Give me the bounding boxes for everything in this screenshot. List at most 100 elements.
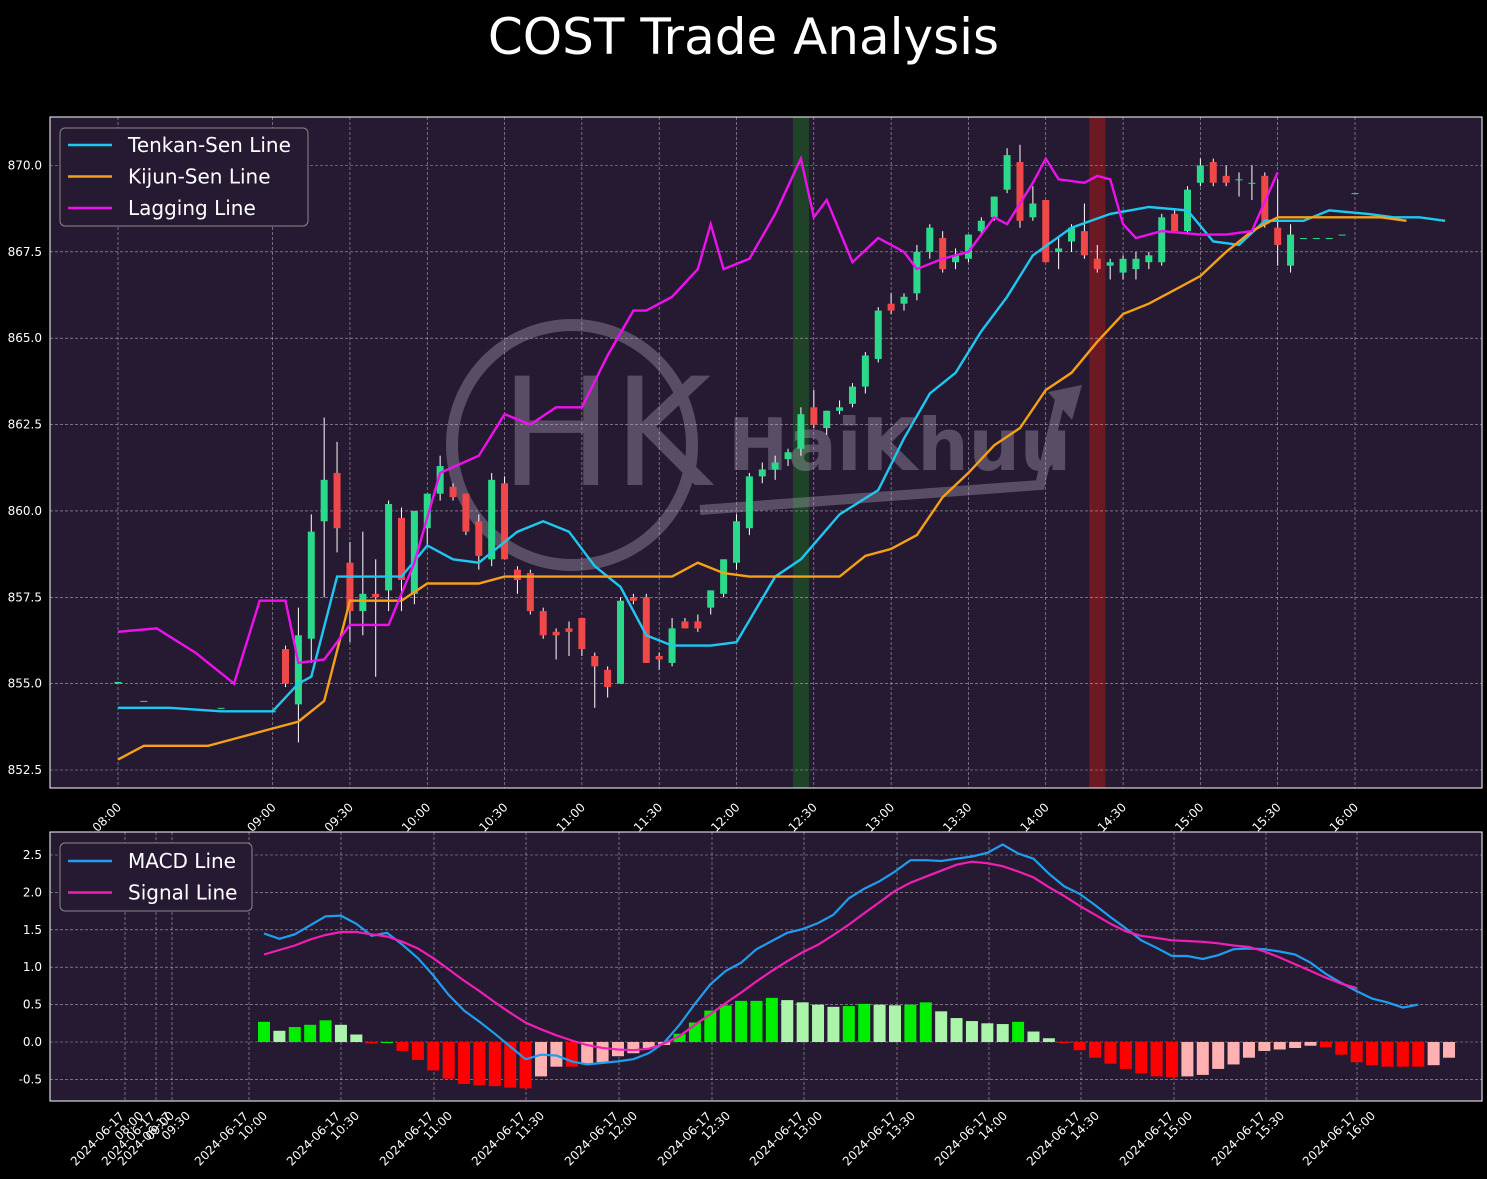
candle-body (1093, 258, 1101, 270)
candle (359, 531, 367, 636)
watermark-arrow-head (1048, 385, 1082, 420)
candle-body (1312, 238, 1320, 240)
candle-body (977, 220, 985, 232)
candle-body (874, 310, 882, 359)
candle-body (1158, 217, 1166, 263)
histogram-bar (488, 1042, 501, 1087)
x-tick-label: 08:00 (90, 800, 124, 834)
x-tick-label: 12:30 (786, 800, 820, 834)
x-tick-label: 2024-06-1714:00 (932, 1099, 1010, 1177)
candle (655, 652, 663, 670)
sell-signal-band (1089, 117, 1106, 788)
candle-body (423, 493, 431, 529)
candle (900, 293, 908, 311)
histogram-bar (427, 1042, 440, 1071)
histogram-bar (719, 1005, 732, 1042)
histogram-bar (1412, 1042, 1425, 1067)
candle-body (1248, 182, 1256, 184)
x-tick-label: 2024-06-1710:00 (192, 1099, 270, 1177)
candle-body (217, 707, 225, 709)
candle (887, 293, 895, 315)
candle-body (475, 521, 483, 556)
candle (823, 410, 831, 435)
candle (964, 234, 972, 263)
candle-body (114, 681, 122, 684)
candle (1222, 165, 1230, 187)
candle (681, 618, 689, 629)
candle-body (294, 635, 302, 705)
candle-body (282, 649, 290, 684)
x-tick-label: 2024-06-1715:30 (1209, 1099, 1287, 1177)
histogram-bar (458, 1042, 471, 1084)
candle-body (707, 590, 715, 608)
candle-body (1106, 262, 1114, 266)
histogram-bar (1443, 1042, 1456, 1058)
candle-body (1171, 213, 1179, 232)
x-tick-label: 2024-06-1711:30 (469, 1099, 547, 1177)
candle-body (1055, 248, 1063, 252)
histogram-bar (365, 1042, 378, 1044)
candle-body (1119, 258, 1127, 273)
lagging-line (117, 154, 1279, 686)
histogram-bar (812, 1004, 825, 1042)
legend-label: Lagging Line (128, 196, 256, 220)
histogram-bar (1396, 1042, 1409, 1067)
x-tick-label: 13:30 (940, 800, 974, 834)
y-tick-label: 0.0 (23, 1035, 42, 1049)
candle-body (140, 700, 148, 702)
x-tick-label: 2024-06-1712:00 (562, 1099, 640, 1177)
histogram-bar (1242, 1042, 1255, 1058)
candle (1042, 200, 1050, 263)
candle-body (1003, 155, 1011, 190)
candle-body (964, 234, 972, 259)
candle (372, 559, 380, 677)
histogram-bar (319, 1020, 332, 1042)
candle-body (1338, 234, 1346, 236)
candle (848, 383, 856, 408)
y-tick-label: 860.0 (8, 504, 42, 518)
candle-body (565, 628, 573, 632)
histogram-bar (704, 1010, 717, 1042)
price-legend: Tenkan-Sen Line Kijun-Sen Line Lagging Lin… (59, 127, 309, 227)
x-tick-label: 2024-06-1715:00 (1117, 1099, 1195, 1177)
candle (745, 472, 753, 536)
candle-body (385, 504, 393, 591)
histogram-bar (673, 1033, 686, 1042)
y-tick-label: 852.5 (8, 763, 42, 777)
histogram-bar (765, 997, 778, 1042)
y-tick-label: 2.5 (23, 848, 42, 862)
candle (771, 455, 779, 480)
candle-body (1016, 162, 1024, 221)
candle-body (797, 414, 805, 449)
price-panel: 852.5 855.0 857.5 860.0 862.5 865.0 867.5 870.0… (8, 116, 1483, 835)
y-tick-label: 2.0 (23, 885, 42, 899)
histogram-bar (842, 1006, 855, 1042)
histogram-bar (1073, 1042, 1086, 1051)
histogram-bar (581, 1042, 594, 1065)
candle-body (591, 656, 599, 667)
candle (1055, 238, 1063, 270)
x-tick-label: 2024-06-1714:30 (1024, 1099, 1102, 1177)
histogram-bar (1166, 1042, 1179, 1078)
candle (1338, 234, 1346, 236)
candle (1274, 179, 1282, 266)
histogram-bar (1196, 1042, 1209, 1075)
legend-label: Tenkan-Sen Line (127, 133, 291, 157)
histogram-bar (1319, 1042, 1332, 1048)
x-tick-label: 2024-06-1711:00 (377, 1099, 455, 1177)
candle-body (655, 656, 663, 660)
histogram-bar (350, 1034, 363, 1042)
candle-body (887, 303, 895, 311)
candle (1003, 148, 1011, 194)
candle (320, 417, 328, 598)
candle-body (990, 196, 998, 218)
candle-body (913, 251, 921, 294)
candle (294, 607, 302, 743)
y-tick-label: 862.5 (8, 418, 42, 432)
candle-body (1068, 227, 1076, 242)
candle-body (513, 569, 521, 581)
candle-body (694, 621, 702, 629)
x-tick-label: 2024-06-1716:00 (1300, 1099, 1378, 1177)
candle (1248, 165, 1256, 201)
candle-body (900, 296, 908, 304)
